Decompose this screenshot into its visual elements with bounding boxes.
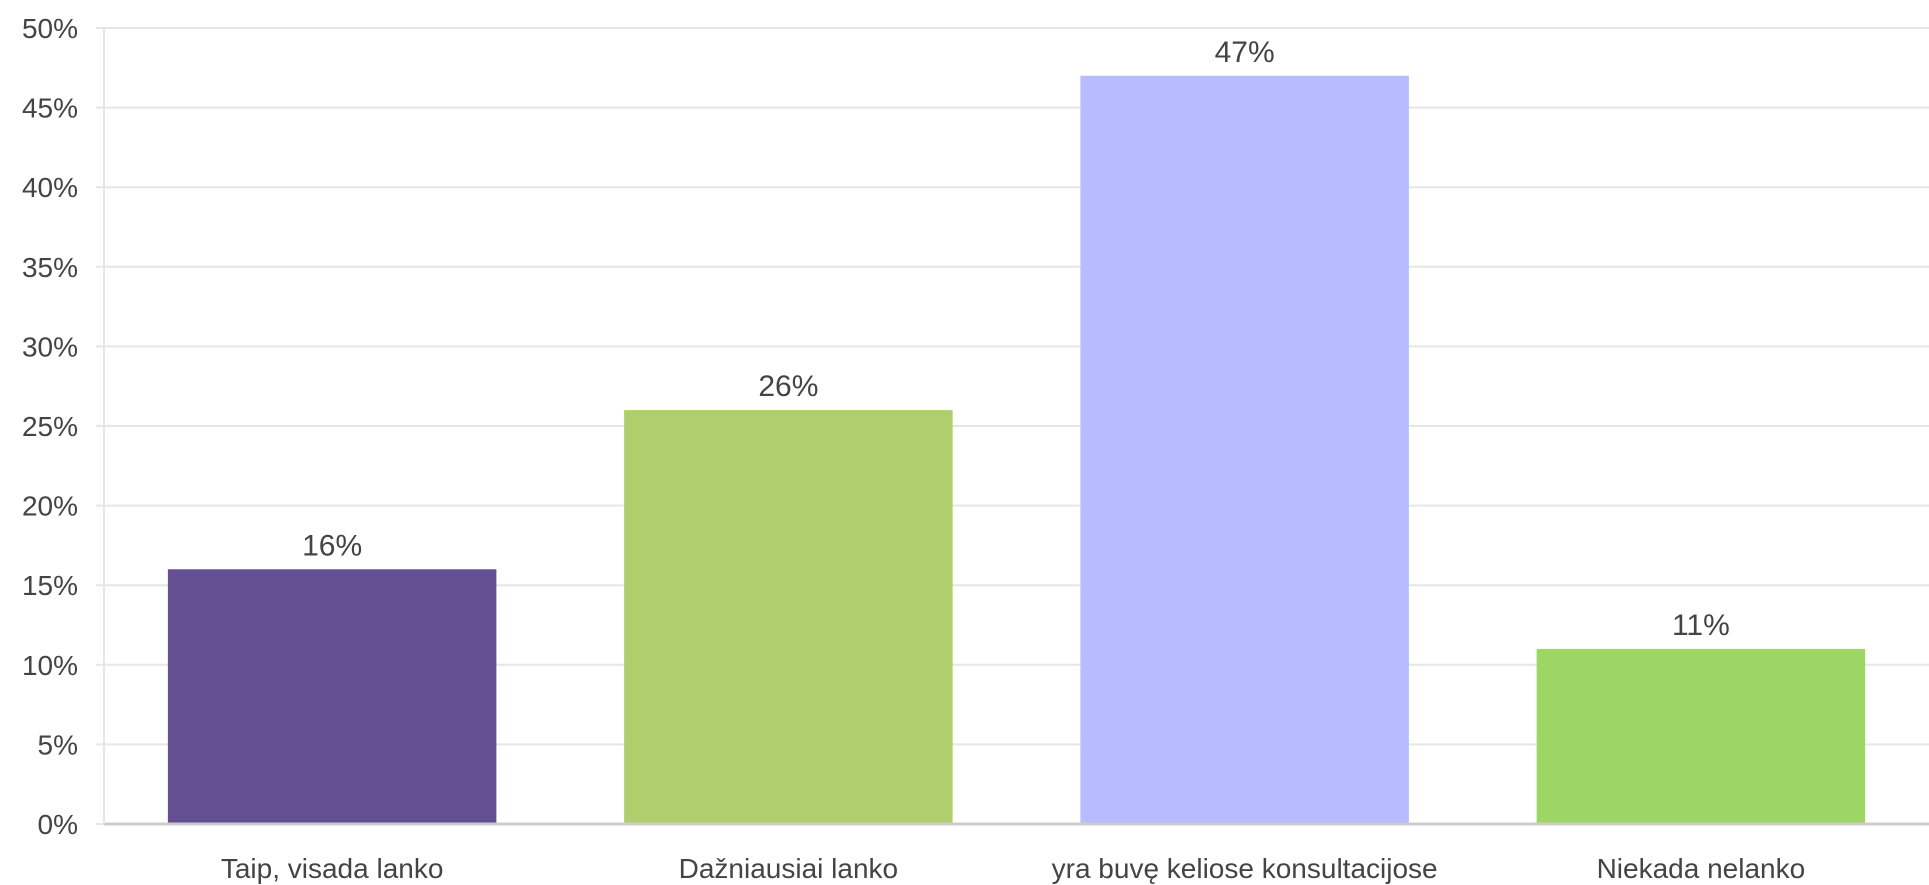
y-tick-label: 15% [22,570,78,601]
bar-value-label: 16% [302,529,362,562]
y-axis-ticks: 0% 5% 10% 15% 20% 25% 30% 35% 40% 45% 50% [22,13,104,840]
y-tick-label: 45% [22,93,78,124]
bar [1536,648,1866,824]
y-tick-label: 25% [22,411,78,442]
data-labels: 16% 26% 47% 11% [302,36,1730,642]
y-tick-label: 10% [22,650,78,681]
y-tick-label: 30% [22,331,78,362]
y-tick-label: 20% [22,491,78,522]
x-axis-categories: Taip, visada lanko Dažniausiai lanko yra b… [221,853,1805,884]
y-tick-label: 50% [22,13,78,44]
y-tick-label: 5% [38,729,78,760]
category-label: Niekada nelanko [1597,853,1806,884]
y-tick-label: 35% [22,252,78,283]
bar-value-label: 26% [758,370,818,403]
y-tick-label: 40% [22,172,78,203]
bar [167,569,497,824]
bar [624,410,953,824]
category-label: Taip, visada lanko [221,853,444,884]
category-label: Dažniausiai lanko [679,853,898,884]
category-label: yra buvę keliose konsultacijose [1052,853,1438,884]
bars [167,75,1866,824]
bar-value-label: 11% [1672,609,1730,642]
bar-value-label: 47% [1215,36,1275,69]
bar [1080,75,1409,824]
y-tick-label: 0% [38,809,78,840]
